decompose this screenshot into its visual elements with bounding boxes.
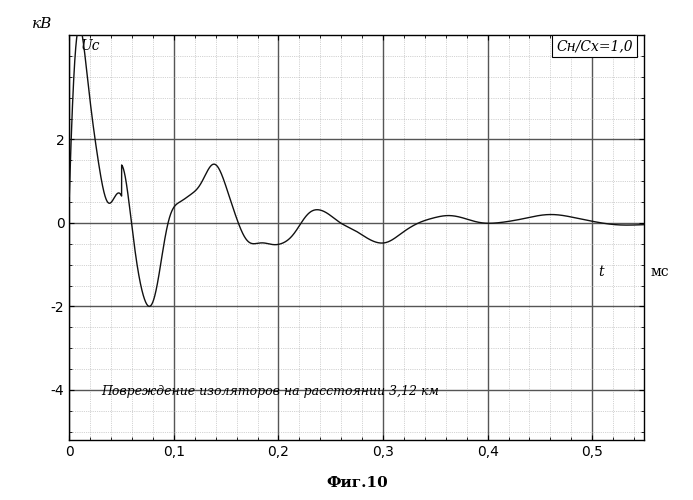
Text: мс: мс [650,265,669,279]
Text: кВ: кВ [32,17,52,31]
Text: Cн/Cх=1,0: Cн/Cх=1,0 [556,39,633,53]
Text: Повреждение изоляторов на расстоянии 3,12 км: Повреждение изоляторов на расстоянии 3,1… [102,385,439,398]
Text: t: t [599,265,604,279]
Text: Фиг.10: Фиг.10 [326,476,388,490]
Text: Uc: Uc [81,39,100,53]
